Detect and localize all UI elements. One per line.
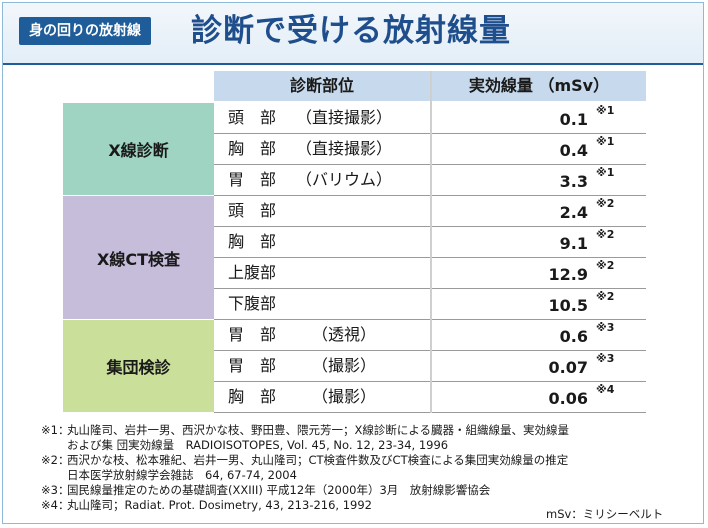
note-text: 国民線量推定のための基礎調査(XXIII) 平成12年（2000年）3月 放射線… <box>67 483 491 497</box>
part-name: 胃 部 <box>228 170 277 189</box>
part-cell: 胸 部 （撮影） <box>214 382 430 412</box>
dose-cell: 10.5 ※2 <box>432 289 646 319</box>
part-note: （撮影） <box>312 356 377 375</box>
dose-value: 3.3 <box>559 172 588 191</box>
dose-value: 0.4 <box>559 141 588 160</box>
reference-mark: ※2 <box>596 290 615 303</box>
part-name: 胃 部 <box>228 356 277 375</box>
part-cell: 胃 部 （透視） <box>214 320 430 350</box>
dose-value: 12.9 <box>548 265 588 284</box>
part-name: 胸 部 <box>228 232 277 251</box>
dose-value: 0.07 <box>548 358 588 377</box>
note-mark: ※3： <box>41 483 70 497</box>
part-name: 下腹部 <box>228 294 277 313</box>
part-name: 胸 部 <box>228 387 277 406</box>
table-row: 頭 部 2.4 ※2 <box>214 196 646 227</box>
column-header-part: 診断部位 <box>214 71 430 101</box>
reference-mark: ※1 <box>596 104 615 117</box>
group-label: X線診断 <box>63 103 214 195</box>
reference-mark: ※2 <box>596 228 615 241</box>
part-cell: 胃 部 （バリウム） <box>214 165 430 195</box>
group-label: X線CT検査 <box>63 196 214 319</box>
table-row: 頭 部 （直接撮影） 0.1 ※1 <box>214 103 646 134</box>
part-name: 頭 部 <box>228 108 277 127</box>
part-cell: 胃 部 （撮影） <box>214 351 430 381</box>
dose-cell: 3.3 ※1 <box>432 165 646 195</box>
reference-notes: ※1：丸山隆司、岩井一男、西沢かな枝、野田豊、隈元芳一；X線診断による臓器・組織… <box>41 423 681 513</box>
reference-mark: ※3 <box>596 352 615 365</box>
table-row: 胃 部 （透視） 0.6 ※3 <box>214 320 646 351</box>
reference-mark: ※4 <box>596 383 615 396</box>
dose-value: 0.06 <box>548 389 588 408</box>
part-name: 胸 部 <box>228 139 277 158</box>
note-item: ※2：西沢かな枝、松本雅紀、岩井一男、丸山隆司；CT検査件数及びCT検査による集… <box>41 453 681 468</box>
dose-cell: 9.1 ※2 <box>432 227 646 257</box>
unit-note: mSv：ミリシーベルト <box>546 507 664 521</box>
dose-value: 0.1 <box>559 110 588 129</box>
part-name: 頭 部 <box>228 201 277 220</box>
part-cell: 頭 部 （直接撮影） <box>214 103 430 133</box>
note-text-continued: 日本医学放射線学会雑誌 64, 67-74, 2004 <box>67 468 297 482</box>
dose-cell: 0.4 ※1 <box>432 134 646 164</box>
reference-mark: ※3 <box>596 321 615 334</box>
part-note: （バリウム） <box>296 170 393 189</box>
table-row: 胸 部 （撮影） 0.06 ※4 <box>214 382 646 413</box>
note-text: 丸山隆司；Radiat. Prot. Dosimetry, 43, 213-21… <box>67 498 372 512</box>
dose-value: 10.5 <box>548 296 588 315</box>
note-text: 丸山隆司、岩井一男、西沢かな枝、野田豊、隈元芳一；X線診断による臓器・組織線量、… <box>67 423 570 437</box>
dose-cell: 0.6 ※3 <box>432 320 646 350</box>
table-row: 胸 部 （直接撮影） 0.4 ※1 <box>214 134 646 165</box>
group-label: 集団検診 <box>63 320 214 412</box>
dose-cell: 0.1 ※1 <box>432 103 646 133</box>
note-mark: ※2： <box>41 453 70 467</box>
part-note: （撮影） <box>312 387 377 406</box>
category-badge: 身の回りの放射線 <box>19 17 151 45</box>
dose-cell: 12.9 ※2 <box>432 258 646 288</box>
table-row: 胃 部 （撮影） 0.07 ※3 <box>214 351 646 382</box>
reference-mark: ※2 <box>596 197 615 210</box>
reference-mark: ※1 <box>596 166 615 179</box>
reference-mark: ※1 <box>596 135 615 148</box>
part-cell: 胸 部 <box>214 227 430 257</box>
header-rule <box>3 63 703 65</box>
note-mark: ※4： <box>41 498 70 512</box>
part-note: （直接撮影） <box>296 108 393 127</box>
dose-value: 0.6 <box>559 327 588 346</box>
table-row: 胸 部 9.1 ※2 <box>214 227 646 258</box>
part-cell: 頭 部 <box>214 196 430 226</box>
part-note: （透視） <box>312 325 377 344</box>
dose-value: 2.4 <box>559 203 588 222</box>
table-row: 上腹部 12.9 ※2 <box>214 258 646 289</box>
part-name: 上腹部 <box>228 263 277 282</box>
note-mark: ※1： <box>41 423 70 437</box>
dose-cell: 0.06 ※4 <box>432 382 646 412</box>
dose-cell: 0.07 ※3 <box>432 351 646 381</box>
table-row: 胃 部 （バリウム） 3.3 ※1 <box>214 165 646 196</box>
part-note: （直接撮影） <box>296 139 393 158</box>
note-item: ※3：国民線量推定のための基礎調査(XXIII) 平成12年（2000年）3月 … <box>41 483 681 498</box>
table-row: 下腹部 10.5 ※2 <box>214 289 646 320</box>
note-text: 西沢かな枝、松本雅紀、岩井一男、丸山隆司；CT検査件数及びCT検査による集団実効… <box>67 453 569 467</box>
part-cell: 下腹部 <box>214 289 430 319</box>
part-cell: 上腹部 <box>214 258 430 288</box>
column-divider <box>430 71 432 413</box>
part-name: 胃 部 <box>228 325 277 344</box>
dose-cell: 2.4 ※2 <box>432 196 646 226</box>
note-text-continued: および集 団実効線量 RADIOISOTOPES, Vol. 45, No. 1… <box>67 438 449 452</box>
page-title: 診断で受ける放射線量 <box>191 13 511 49</box>
column-header-dose: 実効線量 （mSv） <box>432 71 646 101</box>
dose-value: 9.1 <box>559 234 588 253</box>
part-cell: 胸 部 （直接撮影） <box>214 134 430 164</box>
note-item: ※4：丸山隆司；Radiat. Prot. Dosimetry, 43, 213… <box>41 498 681 513</box>
note-item: ※1：丸山隆司、岩井一男、西沢かな枝、野田豊、隈元芳一；X線診断による臓器・組織… <box>41 423 681 438</box>
reference-mark: ※2 <box>596 259 615 272</box>
